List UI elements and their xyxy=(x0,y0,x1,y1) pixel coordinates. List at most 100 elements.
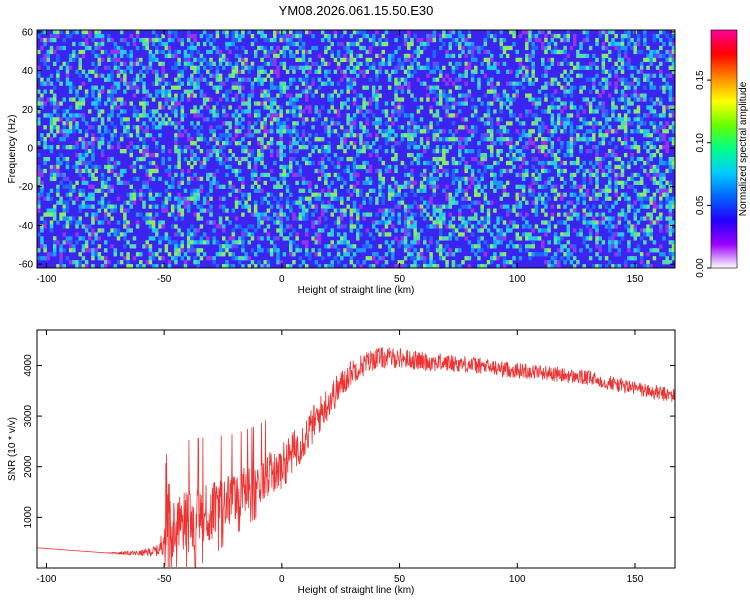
spectrogram-cell xyxy=(375,260,379,265)
spectrogram-cell xyxy=(381,212,386,217)
spectrogram-cell xyxy=(110,133,114,138)
spectrogram-cell xyxy=(324,176,328,182)
spectrogram-cell xyxy=(563,93,567,98)
spectrogram-cell xyxy=(515,49,519,55)
spectrogram-cell xyxy=(145,145,149,150)
spectrogram-cell xyxy=(553,224,558,229)
spectrogram-cell xyxy=(356,149,360,154)
spectrogram-cell xyxy=(107,220,111,225)
spectrogram-cell xyxy=(467,33,472,39)
spectrogram-cell xyxy=(231,73,236,78)
spectrogram-cell xyxy=(292,212,296,217)
spectrogram-cell xyxy=(289,133,293,138)
spectrogram-cell xyxy=(78,260,82,265)
spectrogram-cell xyxy=(132,85,137,90)
spectrogram-cell xyxy=(362,216,366,221)
spectrogram-cell xyxy=(123,208,127,213)
spectrogram-cell xyxy=(623,81,628,86)
spectrogram-cell xyxy=(84,141,89,146)
spectrogram-cell xyxy=(91,125,95,130)
spectrogram-cell xyxy=(391,69,395,74)
spectrogram-cell xyxy=(394,156,398,162)
spectrogram-cell xyxy=(630,204,634,209)
spectrogram-cell xyxy=(486,81,491,86)
spectrogram-cell xyxy=(572,192,577,197)
spectrogram-cell xyxy=(582,37,586,43)
spectrogram-cell xyxy=(470,216,475,221)
spectrogram-cell xyxy=(509,97,513,102)
spectrogram-cell xyxy=(643,232,647,237)
spectrogram-cell xyxy=(349,117,354,122)
spectrogram-cell xyxy=(429,160,433,166)
spectrogram-cell xyxy=(257,129,261,134)
spectrogram-cell xyxy=(231,232,236,237)
spectrogram-cell xyxy=(231,236,236,241)
spectrogram-cell xyxy=(630,228,634,233)
spectrogram-cell xyxy=(496,93,500,98)
spectrogram-cell xyxy=(467,184,472,189)
spectrogram-cell xyxy=(206,105,210,110)
spectrogram-cell xyxy=(129,164,133,170)
spectrogram-cell xyxy=(560,117,564,122)
spectrogram-cell xyxy=(68,145,73,150)
spectrogram-cell xyxy=(429,196,433,201)
spectrogram-cell xyxy=(180,113,185,118)
spectrogram-cell xyxy=(177,248,181,253)
spectrogram-cell xyxy=(340,156,344,162)
spectrogram-cell xyxy=(432,264,437,269)
spectrogram-cell xyxy=(260,236,264,241)
spectrogram-cell xyxy=(400,97,405,102)
spectrogram-cell xyxy=(186,81,191,86)
spectrogram-cell xyxy=(563,204,567,209)
spectrogram-cell xyxy=(601,113,606,118)
spectrogram-cell xyxy=(289,145,293,150)
spectrogram-cell xyxy=(193,152,197,158)
spectrogram-cell xyxy=(509,109,513,114)
spectrogram-cell xyxy=(371,220,376,225)
spectrogram-cell xyxy=(260,121,264,126)
spectrogram-cell xyxy=(604,81,609,86)
spectrogram-cell xyxy=(435,137,440,142)
spectrogram-cell xyxy=(81,180,86,185)
spectrogram-cell xyxy=(461,176,465,182)
spectrogram-cell xyxy=(652,168,657,174)
spectrogram-cell xyxy=(311,204,315,209)
spectrogram-cell xyxy=(225,208,229,213)
spectrogram-cell xyxy=(541,85,545,90)
spectrogram-cell xyxy=(387,77,392,82)
spectrogram-cell xyxy=(116,260,121,265)
spectrogram-cell xyxy=(320,164,325,170)
spectrogram-cell xyxy=(499,168,504,174)
spectrogram-cell xyxy=(190,224,194,229)
spectrogram-cell xyxy=(174,61,178,66)
spectrogram-cell xyxy=(107,164,111,170)
spectrogram-cell xyxy=(336,65,341,70)
spectrogram-cell xyxy=(183,65,188,70)
spectrogram-cell xyxy=(454,61,459,66)
spectrogram-cell xyxy=(435,176,440,182)
spectrogram-cell xyxy=(295,129,299,134)
spectrogram-cell xyxy=(190,137,194,142)
spectrogram-cell xyxy=(486,57,491,63)
spectrogram-cell xyxy=(103,248,108,253)
spectrogram-cell xyxy=(103,212,108,217)
spectrogram-cell xyxy=(247,121,252,126)
spectrogram-cell xyxy=(241,101,245,106)
spectrogram-cell xyxy=(426,85,430,90)
spectrogram-cell xyxy=(56,129,60,134)
spectrogram-cell xyxy=(470,168,475,174)
spectrogram-cell xyxy=(94,41,98,47)
spectrogram-cell xyxy=(528,109,532,114)
spectrogram-cell xyxy=(623,192,628,197)
spectrogram-cell xyxy=(317,77,322,82)
spectrogram-cell xyxy=(212,73,216,78)
spectrogram-cell xyxy=(244,149,248,154)
spectrogram-cell xyxy=(359,45,363,51)
spectrogram-cell xyxy=(553,81,558,86)
spectrogram-cell xyxy=(646,224,650,229)
spectrogram-cell xyxy=(422,256,427,261)
spectrogram-cell xyxy=(234,45,239,51)
spectrogram-cell xyxy=(451,168,456,174)
spectrogram-cell xyxy=(525,160,529,166)
spectrogram-cell xyxy=(330,180,334,185)
